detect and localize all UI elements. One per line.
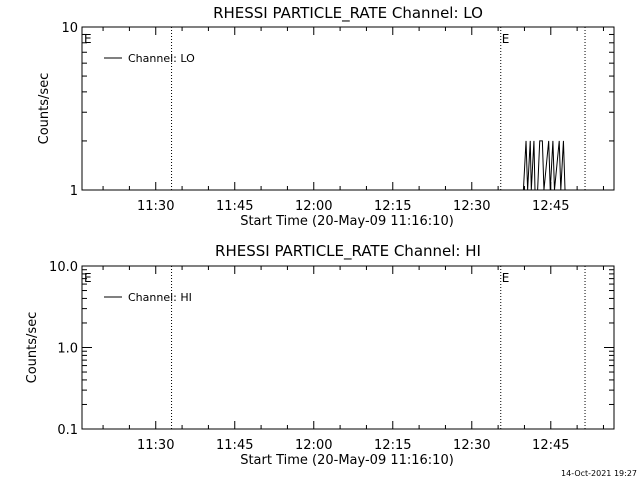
legend-label: Channel: HI [128,291,192,304]
x-tick-label: 12:15 [374,199,411,214]
x-tick-label: 12:00 [295,438,332,453]
x-tick-label: 12:15 [374,438,411,453]
x-tick-label: 12:00 [295,199,332,214]
y-tick-label: 1.0 [57,342,78,357]
plot-frame [81,26,615,191]
chart-title: RHESSI PARTICLE_RATE Channel: HI [215,242,481,261]
x-tick-label: 11:30 [137,438,174,453]
timestamp-label: 14-Oct-2021 19:27 [561,469,637,478]
event-marker-label: E [502,32,510,46]
chart-title: RHESSI PARTICLE_RATE Channel: LO [213,4,483,23]
x-axis-label: Start Time (20-May-09 11:16:10) [240,453,454,468]
x-tick-label: 12:30 [453,199,490,214]
x-tick-label: 11:30 [137,199,174,214]
x-tick-label: 11:45 [216,199,253,214]
series-line [522,140,568,191]
chart-panel-hi: RHESSI PARTICLE_RATE Channel: HI Counts/s… [25,242,615,468]
x-tick-label: 11:45 [216,438,253,453]
y-tick-label: 1 [70,184,78,199]
x-tick-label: 12:45 [532,438,569,453]
legend-label: Channel: LO [128,52,195,65]
x-tick-label: 12:45 [532,199,569,214]
y-tick-label: 10 [61,21,78,36]
y-axis-label: Counts/sec [37,73,52,145]
event-marker-label: E [84,32,92,46]
y-axis-label: Counts/sec [25,312,40,384]
chart-panel-lo: RHESSI PARTICLE_RATE Channel: LO Counts/s… [37,4,615,229]
event-marker-label: E [84,271,92,285]
y-tick-label: 10.0 [49,260,78,275]
event-marker-label: E [502,271,510,285]
y-tick-label: 0.1 [57,423,78,438]
x-axis-label: Start Time (20-May-09 11:16:10) [240,214,454,229]
x-tick-label: 12:30 [453,438,490,453]
